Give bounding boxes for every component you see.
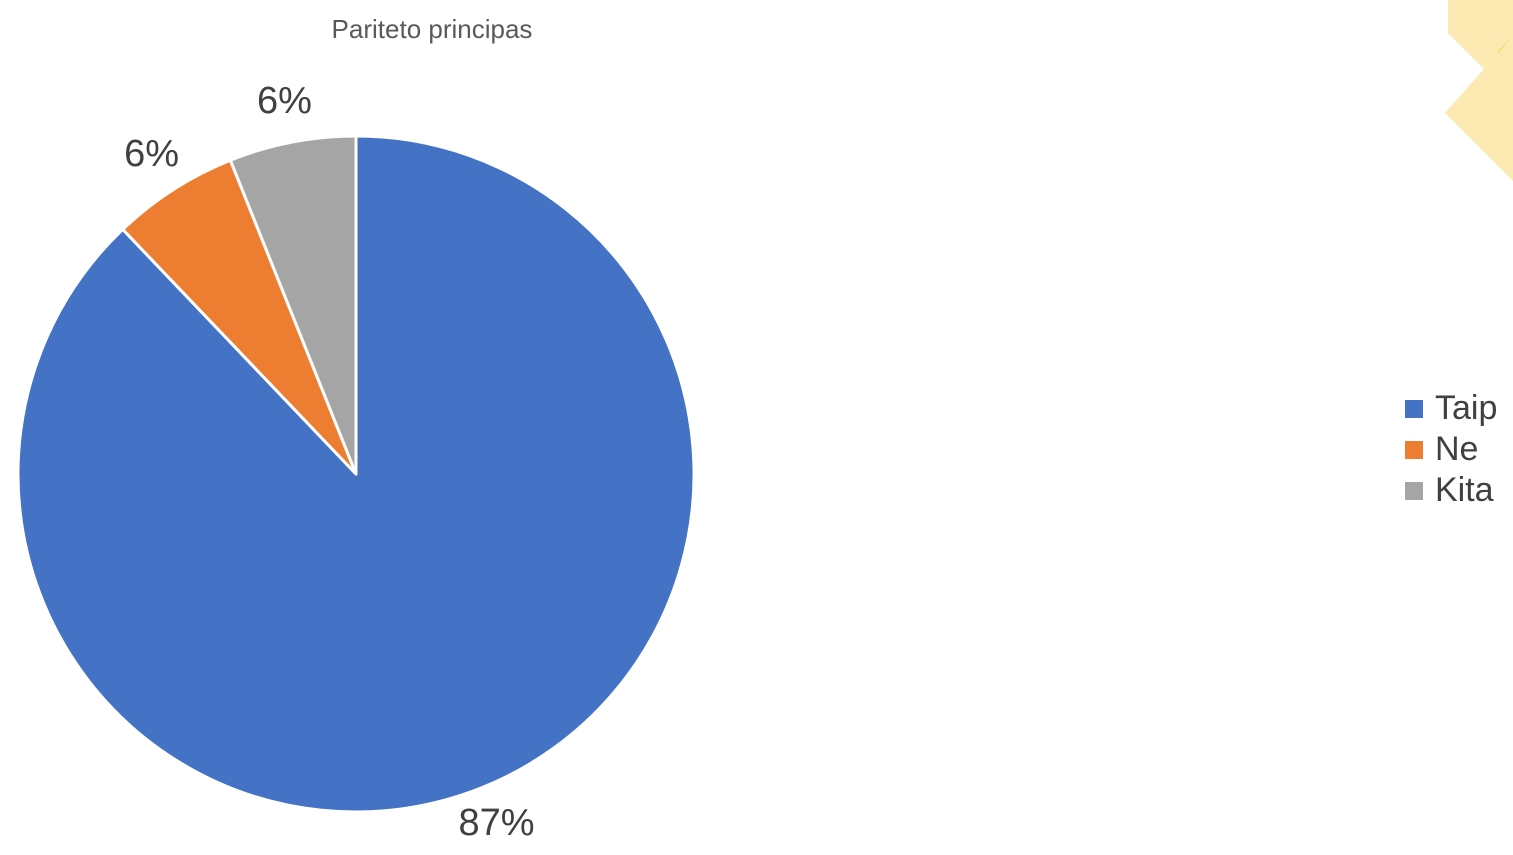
legend-label: Kita bbox=[1435, 471, 1494, 509]
legend-item-kita: Kita bbox=[1405, 470, 1497, 511]
pie-data-labels: 87% 6% 6% bbox=[124, 80, 534, 844]
pie-slice-taip bbox=[16, 134, 696, 814]
pie-slices bbox=[16, 134, 696, 814]
legend-label: Taip bbox=[1435, 389, 1498, 427]
pie-slice-kita bbox=[228, 134, 358, 476]
legend-swatch bbox=[1405, 481, 1423, 500]
decor-diamond-bottom bbox=[1445, 36, 1513, 181]
legend-swatch bbox=[1405, 399, 1423, 418]
pie-slice-ne bbox=[121, 158, 358, 476]
data-label-ne: 6% bbox=[124, 133, 179, 175]
legend-label: Ne bbox=[1435, 430, 1479, 468]
legend-swatch bbox=[1405, 440, 1423, 459]
legend: Taip Ne Kita bbox=[1405, 388, 1497, 511]
data-label-taip: 87% bbox=[458, 802, 534, 844]
data-label-kita: 6% bbox=[257, 80, 312, 122]
chart-title: Pariteto principas bbox=[331, 14, 533, 44]
legend-item-ne: Ne bbox=[1405, 429, 1497, 470]
legend-item-taip: Taip bbox=[1405, 388, 1497, 429]
